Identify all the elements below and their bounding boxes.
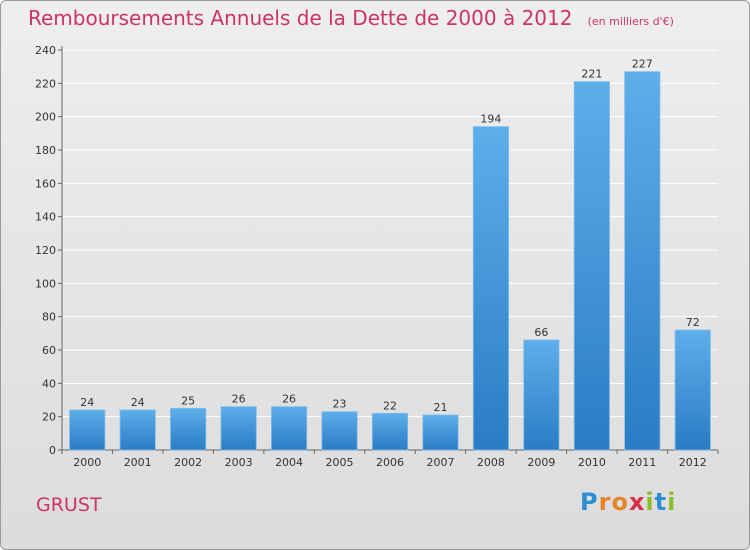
bar-value-label: 194 <box>480 113 501 126</box>
grid-lines <box>62 49 718 418</box>
y-tick-label: 0 <box>49 444 56 457</box>
x-tick-label: 2008 <box>477 456 505 469</box>
bar <box>674 329 711 451</box>
proxiti-logo: Proxiti <box>580 488 676 516</box>
bar-value-label: 66 <box>534 326 548 339</box>
bar <box>422 414 459 451</box>
chart-title-block: Remboursements Annuels de la Dette de 20… <box>28 6 674 30</box>
logo-letter: t <box>654 488 668 516</box>
bar-value-labels: 24 24 25 26 26 23 22 21 194 66 221 227 72 <box>80 58 700 414</box>
bar-value-label: 22 <box>383 399 397 412</box>
x-tick-label: 2009 <box>527 456 555 469</box>
bar-value-label: 221 <box>581 68 602 81</box>
commune-name: GRUST <box>36 494 102 516</box>
logo-letter: P <box>580 488 599 516</box>
y-tick-label: 200 <box>35 111 56 124</box>
bar <box>472 126 509 451</box>
bar <box>573 81 610 451</box>
bar <box>371 412 409 451</box>
bar-value-label: 23 <box>333 398 347 411</box>
y-tick-label: 180 <box>35 144 56 157</box>
x-tick-label: 2004 <box>275 456 303 469</box>
y-tick-label: 20 <box>42 411 56 424</box>
x-tick-label: 2011 <box>628 456 656 469</box>
logo-letter: o <box>611 488 629 516</box>
y-tick-label: 40 <box>42 377 56 390</box>
x-tick-label: 2000 <box>73 456 101 469</box>
bar <box>170 407 207 451</box>
bar-value-label: 24 <box>131 396 145 409</box>
bar-value-label: 72 <box>686 316 700 329</box>
x-tick-label: 2003 <box>225 456 253 469</box>
y-tick-label: 120 <box>35 244 56 257</box>
x-tick-label: 2005 <box>326 456 354 469</box>
bars <box>69 71 711 451</box>
y-tick-label: 220 <box>35 77 56 90</box>
y-tick-label: 140 <box>35 211 56 224</box>
y-tick-label: 100 <box>35 277 56 290</box>
logo-letter: i <box>645 488 655 516</box>
bar <box>321 411 358 451</box>
bar-value-label: 21 <box>433 401 447 414</box>
x-tick-label: 2006 <box>376 456 404 469</box>
bar <box>624 71 661 451</box>
bar-value-label: 25 <box>181 394 195 407</box>
y-tick-label: 60 <box>42 344 56 357</box>
x-tick-label: 2010 <box>578 456 606 469</box>
bar <box>523 339 560 451</box>
bar-value-label: 26 <box>232 393 246 406</box>
bar <box>220 406 257 451</box>
bar-value-label: 24 <box>80 396 94 409</box>
y-tick-label: 160 <box>35 177 56 190</box>
logo-letter: r <box>598 488 612 516</box>
x-tick-label: 2002 <box>174 456 202 469</box>
chart-unit: (en milliers d'€) <box>587 15 674 28</box>
bar <box>271 406 308 451</box>
bar-value-label: 26 <box>282 393 296 406</box>
bar-value-label: 227 <box>632 58 653 71</box>
x-tick-label: 2001 <box>124 456 152 469</box>
bar <box>69 409 106 451</box>
y-tick-label: 80 <box>42 311 56 324</box>
chart-title: Remboursements Annuels de la Dette de 20… <box>28 6 573 30</box>
y-tick-label: 240 <box>35 44 56 57</box>
logo-letter: i <box>667 488 677 516</box>
x-tick-label: 2012 <box>679 456 707 469</box>
bar <box>119 409 156 451</box>
x-tick-label: 2007 <box>426 456 454 469</box>
logo-letter: x <box>628 488 646 516</box>
